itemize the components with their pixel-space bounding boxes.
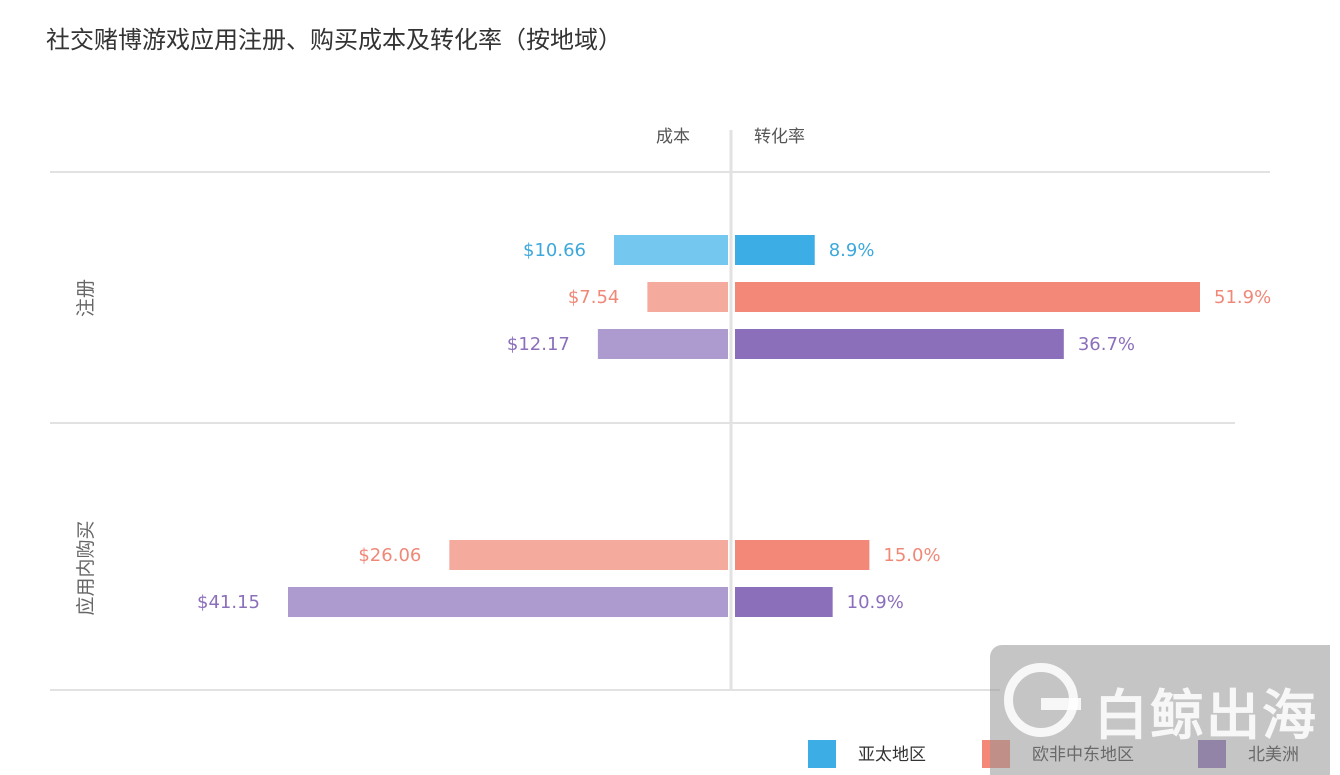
rate-bar <box>735 587 833 617</box>
whale-logo-icon <box>1004 663 1081 737</box>
cost-value-label: $12.17 <box>507 334 570 355</box>
bars-layer: $10.66 8.9% $7.54 51.9% $12.17 36.7% $26.06 15.… <box>197 235 1271 617</box>
group-label-registration: 注册 <box>75 279 97 317</box>
rate-value-label: 8.9% <box>829 240 875 261</box>
watermark-logo: 白鲸出海 <box>990 645 1330 775</box>
cost-bar <box>449 540 728 570</box>
rate-value-label: 36.7% <box>1078 334 1135 355</box>
cost-bar <box>288 587 728 617</box>
rate-bar <box>735 282 1200 312</box>
cost-header: 成本 <box>656 127 690 147</box>
rate-bar <box>735 540 870 570</box>
group-label-in-app-purchase: 应用内购买 <box>75 520 97 615</box>
cost-bar <box>597 329 728 359</box>
rate-value-label: 10.9% <box>847 592 904 613</box>
rate-bar <box>735 235 815 265</box>
rate-header: 转化率 <box>754 127 805 147</box>
cost-value-label: $7.54 <box>568 287 620 308</box>
rate-bar <box>735 329 1064 359</box>
legend-swatch <box>808 740 836 768</box>
legend-label: 亚太地区 <box>858 745 926 765</box>
cost-bar <box>614 235 728 265</box>
cost-value-label: $41.15 <box>197 592 260 613</box>
cost-value-label: $10.66 <box>523 240 586 261</box>
chart-title: 社交赌博游戏应用注册、购买成本及转化率（按地域） <box>46 26 622 54</box>
watermark-text: 白鲸出海 <box>1094 684 1318 747</box>
cost-bar <box>647 282 728 312</box>
rate-value-label: 51.9% <box>1214 287 1271 308</box>
cost-value-label: $26.06 <box>358 545 421 566</box>
rate-value-label: 15.0% <box>883 545 940 566</box>
